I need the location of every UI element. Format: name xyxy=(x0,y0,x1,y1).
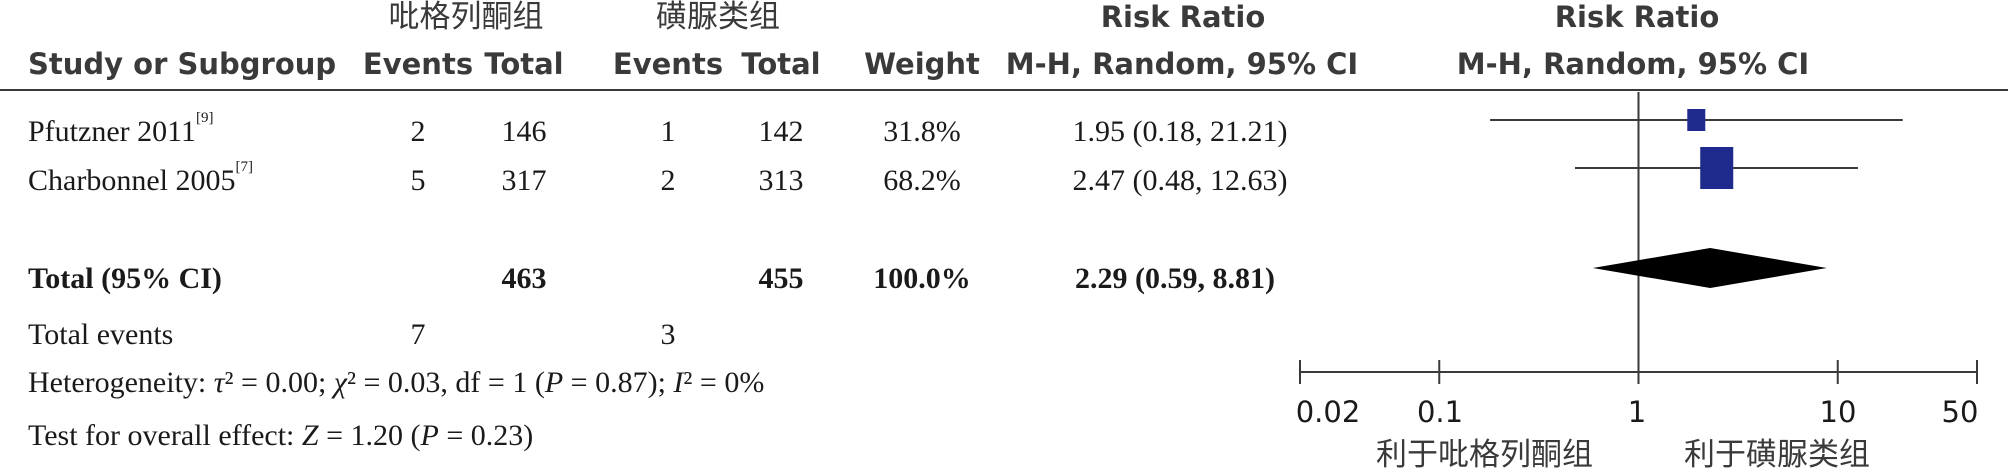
study-total2: 142 xyxy=(758,115,804,148)
total-label: Total (95% CI) xyxy=(28,262,222,295)
axis-tick-label: 10 xyxy=(1819,395,1857,429)
plot-method-header: M-H, Random, 95% CI xyxy=(1456,47,1810,81)
total-ci: 2.29 (0.59, 8.81) xyxy=(1075,262,1275,295)
plot-title: Risk Ratio xyxy=(1554,0,1720,34)
group1-header: 吡格列酮组 xyxy=(388,0,544,35)
study-effect-square xyxy=(1700,147,1734,189)
rr-column-title: Risk Ratio xyxy=(1100,0,1266,34)
axis-tick-label: 50 xyxy=(1941,395,1979,429)
study-ci: 1.95 (0.18, 21.21) xyxy=(1072,115,1288,148)
study-events2: 2 xyxy=(660,164,676,197)
rr-method-header: M-H, Random, 95% CI xyxy=(1005,47,1359,81)
study-events2: 1 xyxy=(660,115,676,148)
study-events1: 2 xyxy=(410,115,426,148)
events1-header: Events xyxy=(362,47,474,81)
study-effect-square xyxy=(1687,109,1706,131)
total1-header: Total xyxy=(484,47,564,81)
axis-tick-label: 0.1 xyxy=(1416,395,1464,429)
total-weight: 100.0% xyxy=(873,262,971,295)
study-weight: 68.2% xyxy=(883,164,961,197)
weight-header: Weight xyxy=(864,47,980,81)
study-total2: 313 xyxy=(758,164,804,197)
total-events-label: Total events xyxy=(28,318,174,351)
axis-tick-label: 0.02 xyxy=(1295,395,1361,429)
favors-right-label: 利于磺脲类组 xyxy=(1684,437,1870,473)
study-weight: 31.8% xyxy=(883,115,961,148)
total-events1: 7 xyxy=(410,318,426,351)
favors-left-label: 利于吡格列酮组 xyxy=(1376,437,1593,473)
axis-tick-label: 1 xyxy=(1627,395,1647,429)
total-events2: 3 xyxy=(660,318,676,351)
study-name: Pfutzner 2011[9] xyxy=(28,110,214,148)
total-total2: 455 xyxy=(758,262,804,295)
study-name: Charbonnel 2005[7] xyxy=(28,159,253,197)
total2-header: Total xyxy=(741,47,821,81)
total-total1: 463 xyxy=(501,262,547,295)
heterogeneity-line: Heterogeneity: τ² = 0.00; χ² = 0.03, df … xyxy=(28,366,765,399)
group2-header: 磺脲类组 xyxy=(656,0,780,35)
study-column-header: Study or Subgroup xyxy=(28,47,337,81)
overall-effect-line: Test for overall effect: Z = 1.20 (P = 0… xyxy=(28,419,534,452)
pooled-diamond xyxy=(1592,248,1827,288)
events2-header: Events xyxy=(612,47,724,81)
study-ci: 2.47 (0.48, 12.63) xyxy=(1072,164,1288,197)
study-events1: 5 xyxy=(410,164,426,197)
study-total1: 317 xyxy=(501,164,547,197)
study-total1: 146 xyxy=(501,115,547,148)
